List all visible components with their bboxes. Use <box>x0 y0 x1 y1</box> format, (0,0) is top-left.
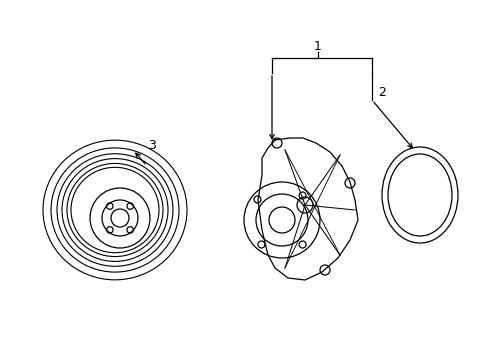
Text: 1: 1 <box>313 40 321 53</box>
Text: 2: 2 <box>377 86 385 99</box>
Text: 3: 3 <box>148 139 156 152</box>
